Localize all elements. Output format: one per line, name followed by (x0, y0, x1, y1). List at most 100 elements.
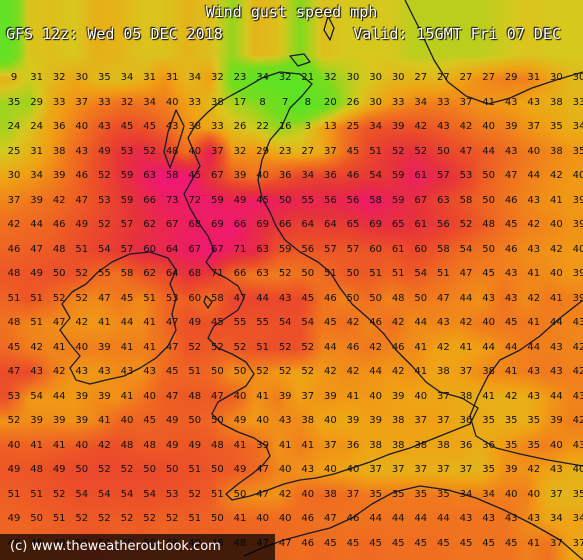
gust-value: 42 (30, 341, 43, 353)
gust-value: 43 (504, 292, 518, 304)
gust-value: 64 (301, 219, 315, 230)
gust-value: 31 (143, 72, 156, 83)
gust-value: 50 (188, 415, 202, 426)
gust-value: 41 (256, 390, 269, 402)
gust-value: 42 (459, 121, 473, 132)
norway-coastline (404, 0, 583, 105)
gust-value: 37 (324, 145, 337, 157)
gust-value: 45 (143, 121, 156, 132)
gust-value: 71 (233, 243, 247, 255)
gust-value: 37 (437, 390, 450, 402)
gust-value: 33 (98, 96, 111, 108)
gust-value: 38 (301, 415, 315, 426)
gust-value: 33 (211, 121, 224, 132)
gust-value: 35 (572, 145, 583, 157)
gust-value: 40 (75, 439, 89, 451)
gust-value: 43 (527, 390, 541, 402)
gust-value: 32 (278, 72, 292, 83)
gust-value: 52 (414, 145, 428, 157)
gust-value: 34 (143, 96, 156, 108)
gust-value: 29 (256, 145, 269, 157)
gust-value: 43 (30, 366, 43, 377)
gust-value: 44 (369, 366, 382, 377)
gust-value: 51 (188, 366, 202, 377)
gust-value: 52 (98, 170, 111, 181)
gust-value: 39 (391, 121, 405, 132)
gust-value: 7 (282, 96, 289, 108)
gust-value: 46 (391, 341, 405, 353)
gust-value: 52 (188, 341, 202, 353)
gust-value: 49 (165, 439, 179, 451)
gust-value: 40 (278, 513, 292, 524)
gust-value: 58 (369, 194, 382, 206)
credit-banner: (c) www.theweatheroutlook.com (0, 534, 275, 560)
gust-value: 51 (256, 341, 269, 353)
gust-value: 22 (256, 121, 269, 132)
gust-value: 49 (7, 464, 21, 475)
gust-value: 68 (188, 268, 202, 279)
gust-value: 38 (211, 96, 224, 108)
gust-value: 43 (437, 121, 450, 132)
gust-value: 54 (98, 488, 111, 500)
gust-value: 52 (278, 268, 292, 279)
gust-value: 66 (233, 219, 247, 230)
gust-value: 40 (414, 390, 428, 402)
gust-value: 37 (459, 464, 473, 475)
gust-value: 52 (52, 292, 66, 304)
gust-value: 49 (188, 439, 202, 451)
gust-value: 45 (504, 219, 518, 230)
gust-value: 56 (301, 243, 315, 255)
gust-value: 63 (437, 194, 450, 206)
gust-value: 43 (550, 366, 563, 377)
gust-value: 35 (369, 488, 382, 500)
gust-value: 52 (52, 488, 66, 500)
gust-value: 46 (504, 194, 518, 206)
gust-value: 36 (278, 170, 292, 181)
gust-value: 37 (211, 145, 224, 157)
gust-value: 37 (369, 464, 382, 475)
gust-value: 37 (437, 415, 450, 426)
gust-value: 48 (211, 439, 224, 451)
gust-value: 40 (75, 121, 89, 132)
gust-value: 42 (414, 121, 428, 132)
gust-value: 50 (211, 513, 224, 524)
gust-value: 44 (414, 513, 428, 524)
gust-value: 35 (482, 464, 495, 475)
gust-value: 47 (75, 194, 89, 206)
gust-value: 45 (211, 317, 224, 328)
gust-value: 37 (459, 366, 473, 377)
gust-value: 41 (504, 366, 518, 377)
gust-value: 66 (233, 268, 247, 279)
gust-value: 44 (482, 145, 495, 157)
gust-value: 61 (414, 170, 428, 181)
gust-value: 36 (459, 439, 473, 451)
gust-value: 47 (256, 464, 269, 475)
gust-value: 38 (482, 366, 495, 377)
gust-value: 58 (437, 243, 450, 255)
gust-value: 69 (211, 219, 224, 230)
gust-value: 72 (188, 194, 202, 206)
gust-value: 35 (437, 488, 450, 500)
gust-value: 46 (346, 513, 360, 524)
gust-value: 24 (30, 121, 43, 132)
gust-value: 41 (143, 341, 156, 353)
gust-value: 40 (256, 415, 269, 426)
gust-value: 59 (211, 194, 224, 206)
gust-value: 59 (278, 243, 292, 255)
gust-value: 52 (75, 268, 89, 279)
gust-value: 45 (391, 537, 405, 549)
gust-value: 41 (346, 390, 360, 402)
gust-value: 37 (550, 488, 563, 500)
gust-value: 40 (572, 464, 583, 475)
gust-value: 29 (30, 96, 43, 108)
gust-value: 41 (301, 439, 315, 451)
gust-value: 60 (369, 243, 382, 255)
gust-value: 42 (75, 317, 89, 328)
gust-value: 30 (7, 170, 21, 181)
gust-value: 50 (346, 292, 360, 304)
gust-value: 36 (482, 439, 495, 451)
gust-value: 51 (324, 268, 337, 279)
gust-value: 38 (437, 439, 450, 451)
gust-value: 43 (143, 366, 156, 377)
